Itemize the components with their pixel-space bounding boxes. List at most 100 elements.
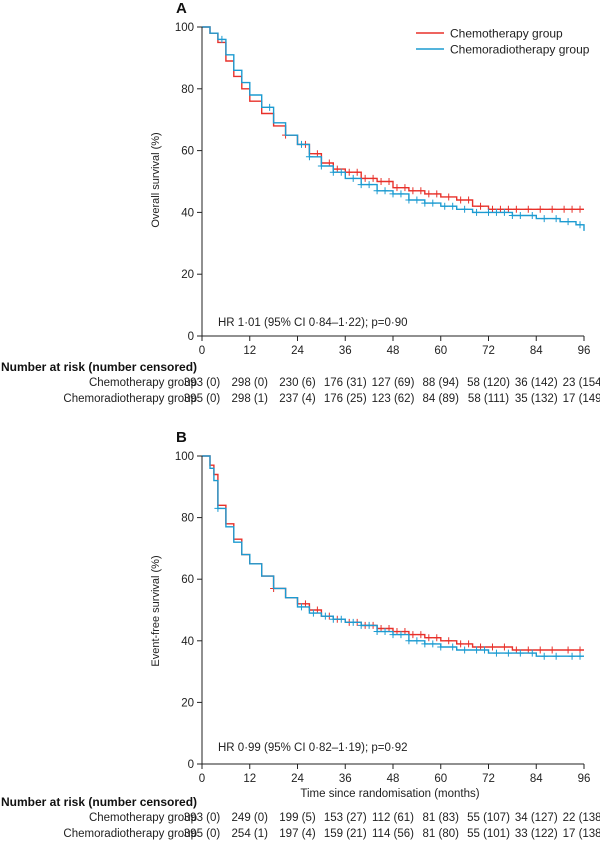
panel-b-censor-mark-chemotherapy <box>457 640 465 648</box>
panel-b-censor-mark-chemoradiotherapy <box>504 649 512 657</box>
panel-b-censor-mark-chemotherapy <box>401 628 409 636</box>
panel-a-censor-mark-chemotherapy <box>313 150 321 158</box>
panel-b-x-tick-label: 48 <box>387 773 400 785</box>
panel-b-censor-mark-chemotherapy <box>564 646 572 654</box>
panel-a-censor-mark-chemoradiotherapy <box>266 103 274 111</box>
panel-b-censor-mark-chemotherapy <box>548 646 556 654</box>
panel-a-censor-mark-chemoradiotherapy <box>485 208 492 216</box>
panel-b-risk-cell-chemoradiotherapy: 254 (1) <box>232 828 269 840</box>
panel-a-risk-cell-chemotherapy: 298 (0) <box>232 377 269 389</box>
panel-b-censor-mark-chemotherapy <box>512 646 520 654</box>
panel-a-censor-mark-chemoradiotherapy <box>218 35 226 43</box>
panel-b-censor-mark-chemotherapy <box>465 640 473 648</box>
panel-b-x-axis-label: Time since randomisation (months) <box>300 788 479 800</box>
panel-b-censor-mark-chemoradiotherapy <box>473 646 481 654</box>
panel-a-censor-mark-chemotherapy <box>409 187 417 195</box>
panel-a-risk-cell-chemoradiotherapy: 395 (0) <box>184 393 221 405</box>
panel-b-censor-mark-chemoradiotherapy <box>365 621 373 629</box>
panel-a-x-tick-label: 72 <box>482 345 495 357</box>
panel-a-risk-cell-chemoradiotherapy: 237 (4) <box>279 393 316 405</box>
panel-a-censor-mark-chemoradiotherapy <box>576 221 584 229</box>
panel-b-risk-cell-chemoradiotherapy: 81 (80) <box>423 828 460 840</box>
panel-b-censor-mark-chemotherapy <box>433 634 441 642</box>
panel-b-censor-mark-chemotherapy <box>536 646 544 654</box>
panel-a-censor-mark-chemotherapy <box>536 205 544 213</box>
panel-b-risk-cell-chemotherapy: 249 (0) <box>232 812 269 824</box>
panel-a-censor-mark-chemoradiotherapy <box>441 202 449 210</box>
panel-a-x-tick-label: 96 <box>578 345 591 357</box>
panel-b-censor-mark-chemoradiotherapy <box>552 652 560 660</box>
panel-a-risk-cell-chemoradiotherapy: 176 (25) <box>324 393 367 405</box>
panel-a-curve-chemotherapy <box>202 26 584 210</box>
panel-a-censor-mark-chemoradiotherapy <box>349 174 357 182</box>
panel-a-x-tick-label: 60 <box>434 345 447 357</box>
panel-b-y-tick-label: 40 <box>181 636 194 648</box>
panel-a-censor-mark-chemoradiotherapy <box>492 208 500 216</box>
panel-a-risk-cell-chemoradiotherapy: 123 (62) <box>372 393 415 405</box>
panel-b-x-tick-label: 24 <box>291 773 304 785</box>
panel-b-censor-mark-chemoradiotherapy <box>337 615 345 623</box>
panel-a-censor-mark-chemoradiotherapy <box>405 196 413 204</box>
panel-a-censor-mark-chemoradiotherapy <box>365 181 373 189</box>
panel-a-censor-mark-chemotherapy <box>393 184 401 192</box>
panel-a-censor-mark-chemoradiotherapy <box>317 162 325 170</box>
panel-a-hazard-ratio: HR 1·01 (95% CI 0·84–1·22); p=0·90 <box>218 317 408 329</box>
panel-b-risk-cell-chemotherapy: 199 (5) <box>279 812 316 824</box>
panel-a-censor-mark-chemotherapy <box>345 168 353 176</box>
panel-a-y-tick-label: 20 <box>181 269 194 281</box>
panel-a-censor-mark-chemotherapy <box>568 205 576 213</box>
panel-b-censor-mark-chemoradiotherapy <box>576 652 584 660</box>
panel-a-censor-mark-chemoradiotherapy <box>552 215 560 223</box>
panel-a-censor-mark-chemoradiotherapy <box>461 205 469 213</box>
panel-a-censor-mark-chemotherapy <box>576 205 584 213</box>
panel-a-censor-mark-chemotherapy <box>465 196 473 204</box>
panel-b-y-tick-label: 60 <box>181 574 194 586</box>
panel-b-censor-mark-chemoradiotherapy <box>381 628 389 636</box>
panel-a-censor-mark-chemotherapy <box>512 205 520 213</box>
panel-b-censor-mark-chemoradiotherapy <box>429 640 437 648</box>
panel-b-censor-mark-chemoradiotherapy <box>329 615 337 623</box>
panel-b-x-tick-label: 84 <box>530 773 543 785</box>
panel-a-risk-group-chemoradiotherapy: Chemoradiotherapy group <box>63 393 197 405</box>
panel-b-censor-mark-chemotherapy <box>477 643 485 651</box>
panel-b-censor-mark-chemoradiotherapy <box>397 631 405 639</box>
panel-b-censor-mark-chemoradiotherapy <box>421 640 429 648</box>
panel-b-curve-chemoradiotherapy <box>202 455 584 657</box>
panel-b-risk-cell-chemotherapy: 22 (138) <box>563 812 600 824</box>
panel-a-censor-mark-chemotherapy <box>488 205 496 213</box>
panel-b-censor-mark-chemoradiotherapy <box>373 628 381 636</box>
panel-a-x-tick-label: 36 <box>339 345 352 357</box>
panel-b-censor-mark-chemotherapy <box>301 600 309 608</box>
panel-a-risk-cell-chemotherapy: 230 (6) <box>279 377 316 389</box>
panel-b-censor-mark-chemoradiotherapy <box>540 652 548 660</box>
panel-a-censor-mark-chemoradiotherapy <box>297 140 305 148</box>
panel-a-risk-cell-chemotherapy: 176 (31) <box>324 377 367 389</box>
panel-a-risk-cell-chemoradiotherapy: 298 (1) <box>232 393 269 405</box>
panel-a-risk-cell-chemotherapy: 23 (154) <box>563 377 600 389</box>
panel-a-censor-mark-chemotherapy <box>361 174 369 182</box>
panel-b-censor-mark-chemotherapy <box>393 628 401 636</box>
panel-a-censor-mark-chemoradiotherapy <box>564 218 572 226</box>
panel-a-censor-mark-chemotherapy <box>401 184 409 192</box>
panel-b-censor-mark-chemoradiotherapy <box>437 643 445 651</box>
panel-b-censor-mark-chemotherapy <box>377 624 385 632</box>
panel-b-censor-mark-chemoradiotherapy <box>389 631 397 639</box>
panel-a-risk-cell-chemoradiotherapy: 58 (111) <box>468 393 509 405</box>
panel-a-censor-mark-chemoradiotherapy <box>337 168 345 176</box>
panel-b-x-tick-label: 72 <box>482 773 495 785</box>
panel-b-censor-mark-chemoradiotherapy <box>321 612 329 620</box>
panel-a-censor-mark-chemotherapy <box>425 190 433 198</box>
panel-b-censor-mark-chemoradiotherapy <box>413 637 421 645</box>
panel-b-censor-mark-chemoradiotherapy <box>349 618 357 626</box>
panel-a-censor-mark-chemotherapy <box>369 174 377 182</box>
panel-a-censor-mark-chemotherapy <box>504 205 512 213</box>
panel-a-censor-mark-chemoradiotherapy <box>305 153 313 161</box>
panel-b-risk-cell-chemotherapy: 153 (27) <box>324 812 367 824</box>
panel-a-axes: 0 20 40 60 80 100 0 12 24 36 48 60 72 84 96 <box>175 22 591 357</box>
panel-b-censor-mark-chemoradiotherapy <box>449 643 457 651</box>
panel-b-censor-mark-chemotherapy <box>500 643 508 651</box>
panel-b-y-tick-label: 80 <box>181 513 194 525</box>
